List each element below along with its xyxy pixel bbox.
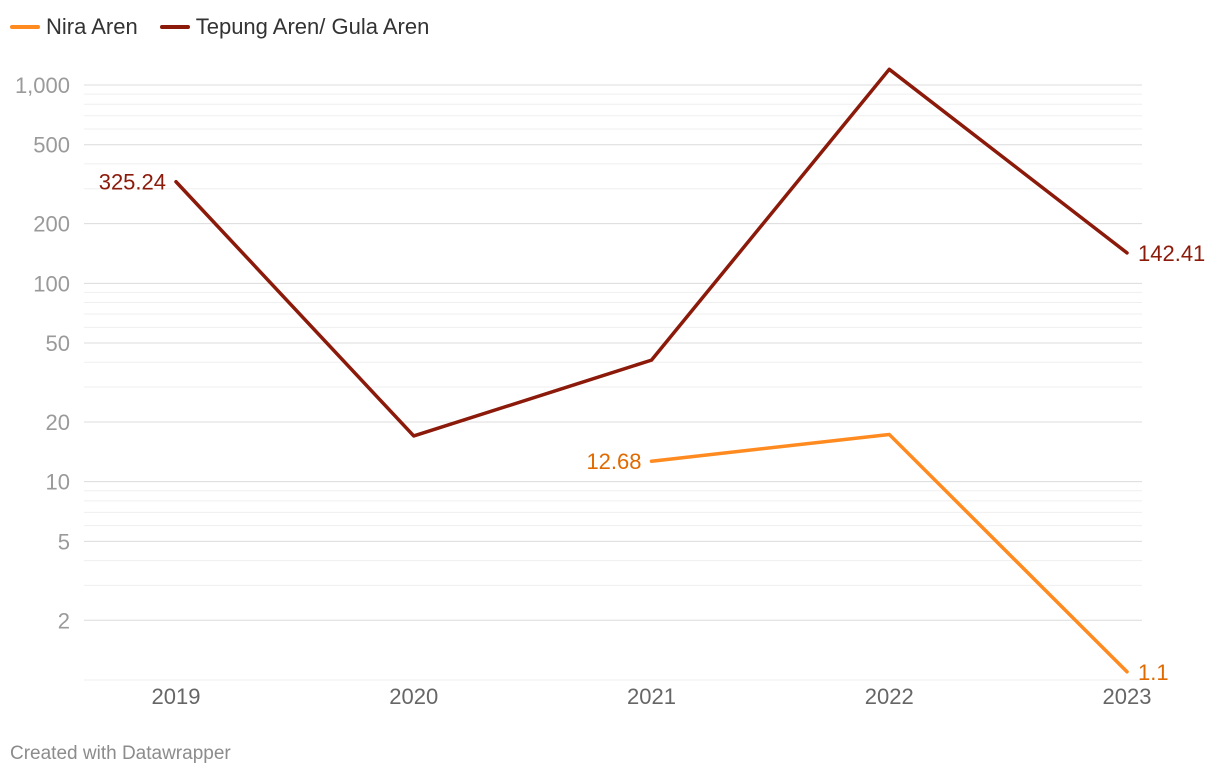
x-tick-label: 2023 [1103,684,1152,709]
data-label: 325.24 [99,170,166,195]
y-tick-label: 2 [58,608,70,633]
y-tick-label: 100 [33,271,70,296]
x-tick-label: 2021 [627,684,676,709]
y-tick-label: 1,000 [15,73,70,98]
y-tick-label: 200 [33,212,70,237]
series-line-tepung-aren [174,67,1129,438]
legend-swatch-nira-aren [10,25,40,29]
x-tick-label: 2020 [389,684,438,709]
series-line-nira-aren [649,432,1129,674]
legend-label-tepung-aren: Tepung Aren/ Gula Aren [195,14,430,39]
y-tick-label: 10 [46,470,70,495]
y-tick-label: 20 [46,410,70,435]
y-tick-label: 5 [58,529,70,554]
data-label: 1.1 [1138,660,1169,685]
y-tick-label: 500 [33,133,70,158]
legend-item-nira-aren: Nira Aren [10,14,138,40]
footer-credit: Created with Datawrapper [10,743,231,764]
data-label: 142.41 [1138,241,1205,266]
legend-item-tepung-aren: Tepung Aren/ Gula Aren [159,14,430,40]
y-tick-label: 50 [46,331,70,356]
legend-swatch-tepung-aren [159,25,190,29]
x-tick-label: 2019 [152,684,201,709]
x-tick-label: 2022 [865,684,914,709]
data-label: 12.68 [586,449,641,474]
legend-label-nira-aren: Nira Aren [46,14,138,39]
legend: Nira Aren Tepung Aren/ Gula Aren [10,14,429,40]
